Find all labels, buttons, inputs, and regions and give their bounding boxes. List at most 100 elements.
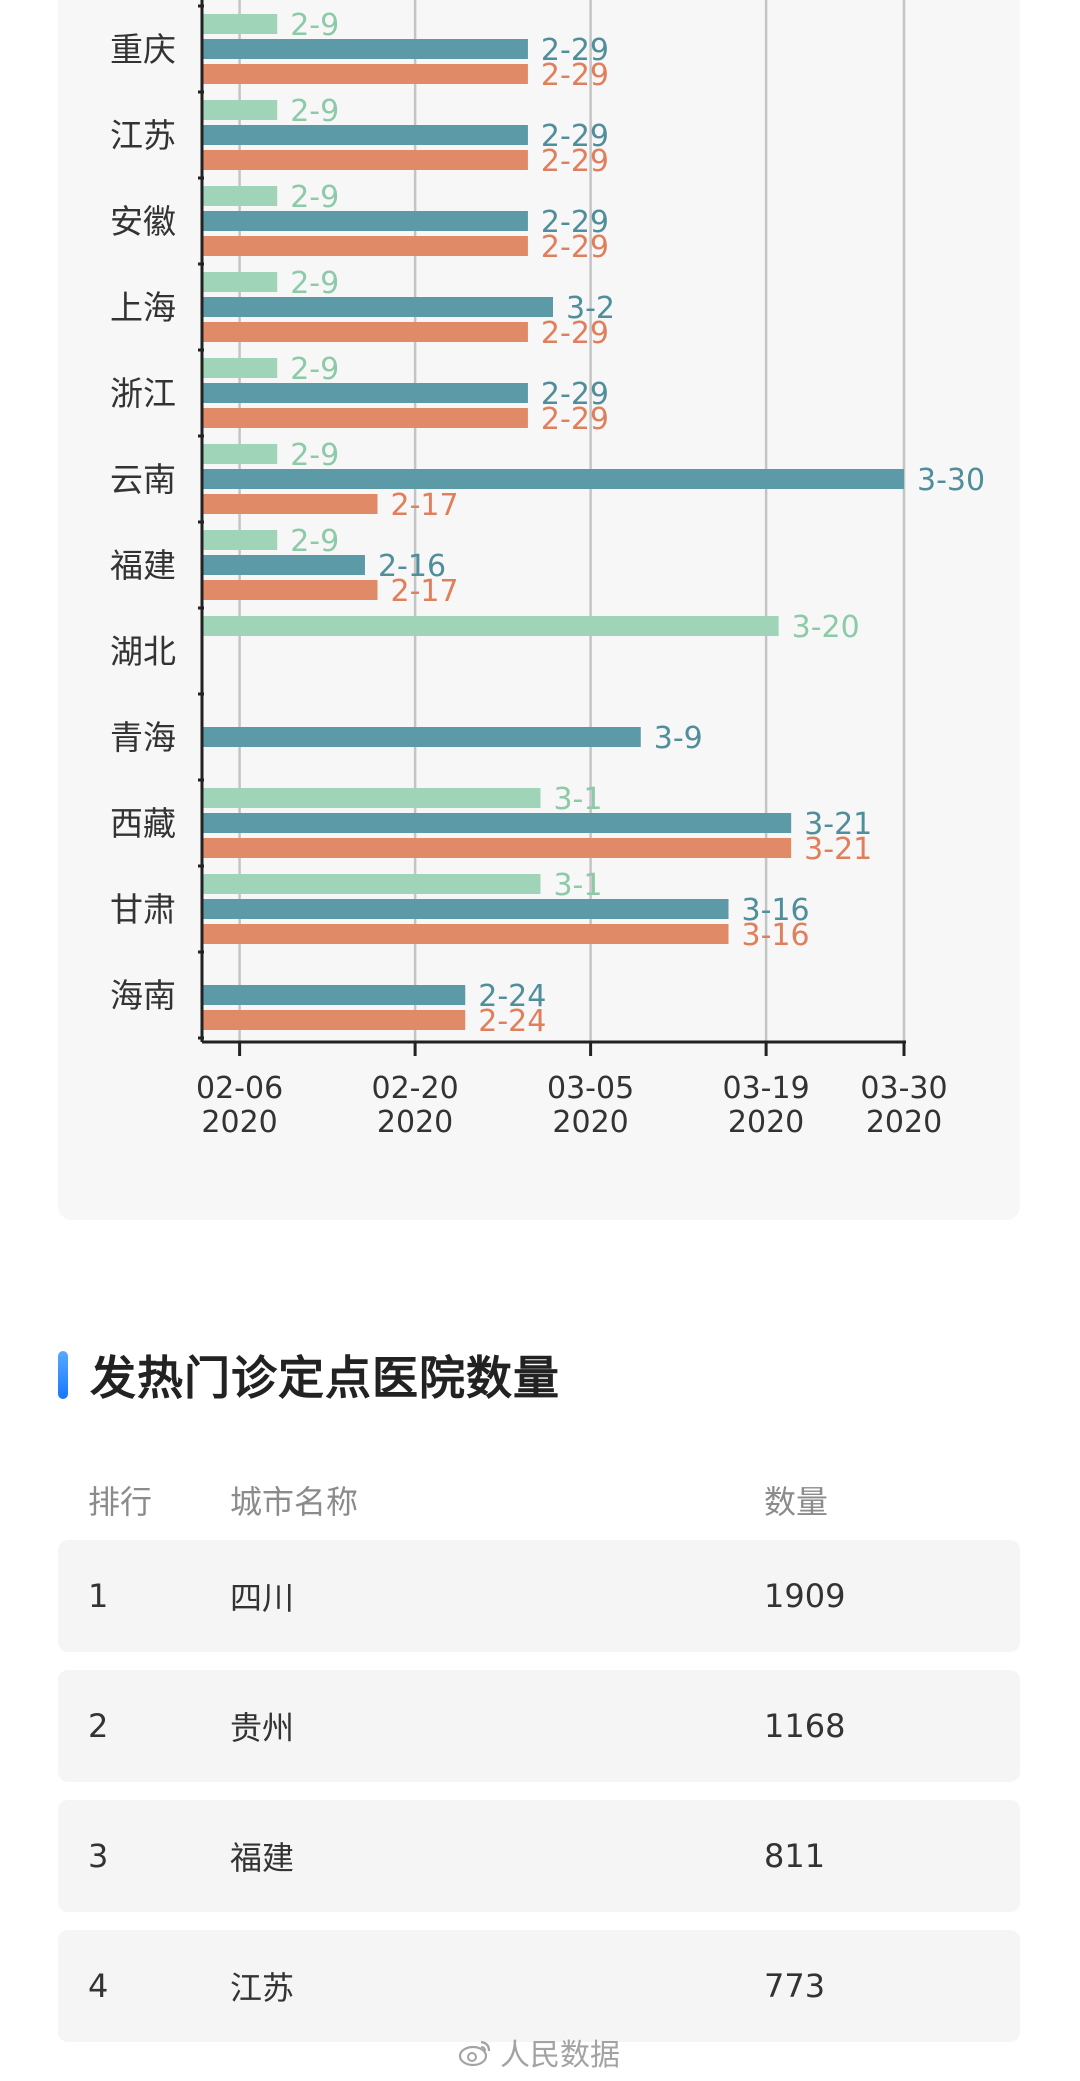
row-rank: 1 (88, 1577, 109, 1615)
bar (202, 555, 365, 575)
bar (202, 924, 729, 944)
category-label: 安徽 (110, 202, 176, 241)
category-label: 甘肃 (110, 890, 176, 929)
bar (202, 899, 729, 919)
row-city-name: 四川 (230, 1579, 295, 1617)
bar-chart: 2-92-292-29重庆2-92-292-29江苏2-92-292-29安徽2… (110, 0, 985, 1140)
bar (202, 186, 278, 206)
bar (202, 1010, 466, 1030)
bar-value-label: 2-29 (541, 230, 609, 265)
row-count: 773 (764, 1967, 826, 2005)
header-rank: 排行 (88, 1483, 153, 1521)
bar-value-label: 2-29 (541, 402, 609, 437)
bar-value-label: 3-21 (804, 832, 872, 867)
bar (202, 469, 904, 489)
category-label: 海南 (110, 976, 176, 1015)
category-label: 湖北 (110, 632, 176, 671)
weibo-icon (458, 2040, 491, 2067)
category-label: 西藏 (110, 804, 176, 843)
bar-value-label: 3-30 (917, 463, 985, 498)
bar (202, 14, 278, 34)
bar-value-label: 3-1 (553, 782, 602, 817)
x-tick-label: 03-05 (547, 1071, 634, 1106)
bar (202, 100, 278, 120)
bar (202, 616, 779, 636)
x-tick-label: 2020 (201, 1105, 277, 1140)
row-count: 1909 (764, 1577, 846, 1615)
row-city-name: 江苏 (230, 1969, 295, 2007)
category-label: 重庆 (110, 30, 176, 69)
row-rank: 2 (88, 1707, 109, 1745)
bar (202, 727, 641, 747)
bar (202, 580, 378, 600)
category-label: 云南 (110, 460, 176, 499)
watermark-text: 人民数据 (500, 2038, 620, 2073)
bar (202, 358, 278, 378)
bar-value-label: 3-2 (566, 291, 615, 326)
bar (202, 444, 278, 464)
bar (202, 530, 278, 550)
bar-value-label: 3-21 (804, 807, 872, 842)
bar-value-label: 2-9 (290, 524, 339, 559)
x-tick-label: 2020 (728, 1105, 804, 1140)
bar (202, 236, 528, 256)
bar (202, 125, 528, 145)
bar-value-label: 2-29 (541, 205, 609, 240)
bar-value-label: 2-17 (391, 574, 459, 609)
row-city-name: 福建 (230, 1839, 295, 1877)
bar (202, 494, 378, 514)
bar-value-label: 2-9 (290, 438, 339, 473)
bar (202, 813, 792, 833)
bar-value-label: 2-24 (478, 979, 546, 1014)
bar (202, 211, 528, 231)
bar (202, 838, 792, 858)
table-row[interactable]: 4 江苏 773 (58, 1930, 1020, 2042)
bar-value-label: 2-24 (478, 1004, 546, 1039)
table-row[interactable]: 3 福建 811 (58, 1800, 1020, 1912)
bar (202, 297, 553, 317)
bar-value-label: 3-16 (742, 893, 810, 928)
row-count: 1168 (764, 1707, 846, 1745)
table-header: 排行 城市名称 数量 (58, 1460, 1020, 1540)
title-accent-bar (58, 1351, 68, 1399)
bar-value-label: 2-9 (290, 8, 339, 43)
bar-value-label: 2-29 (541, 377, 609, 412)
bar-value-label: 3-16 (742, 918, 810, 953)
bar-value-label: 2-9 (290, 180, 339, 215)
row-rank: 4 (88, 1967, 109, 2005)
bar (202, 64, 528, 84)
bar (202, 985, 466, 1005)
section-title: 发热门诊定点医院数量 (90, 1351, 560, 1405)
watermark: 人民数据 (458, 2030, 620, 2074)
bar (202, 788, 541, 808)
bar (202, 272, 278, 292)
x-tick-label: 02-20 (372, 1071, 459, 1106)
x-tick-label: 2020 (552, 1105, 628, 1140)
bar-value-label: 2-29 (541, 119, 609, 154)
row-count: 811 (764, 1837, 826, 1875)
table-row[interactable]: 2 贵州 1168 (58, 1670, 1020, 1782)
bar (202, 150, 528, 170)
table-row[interactable]: 1 四川 1909 (58, 1540, 1020, 1652)
bar-value-label: 2-17 (391, 488, 459, 523)
section-header: 发热门诊定点医院数量 (58, 1345, 560, 1405)
chart-card: 2-9 2-29 2-29 重庆 2-9 2-29 2-29 江苏 2-9 2-29 2-29 安徽 2… (58, 0, 1020, 1220)
x-tick-label: 03-19 (723, 1071, 810, 1106)
category-label: 青海 (110, 718, 176, 757)
header-count: 数量 (764, 1483, 829, 1521)
category-label: 浙江 (110, 374, 176, 413)
x-tick-label: 2020 (377, 1105, 453, 1140)
bar-value-label: 2-16 (378, 549, 446, 584)
bar-value-label: 2-29 (541, 58, 609, 93)
bar (202, 408, 528, 428)
row-city-name: 贵州 (230, 1709, 295, 1747)
category-label: 福建 (110, 546, 176, 585)
x-tick-label: 03-30 (860, 1071, 947, 1106)
bar-value-label: 2-9 (290, 266, 339, 301)
bar (202, 322, 528, 342)
header-city-name: 城市名称 (230, 1483, 359, 1521)
bar (202, 383, 528, 403)
bar (202, 874, 541, 894)
bar-value-label: 2-29 (541, 144, 609, 179)
x-tick-label: 02-06 (196, 1071, 283, 1106)
